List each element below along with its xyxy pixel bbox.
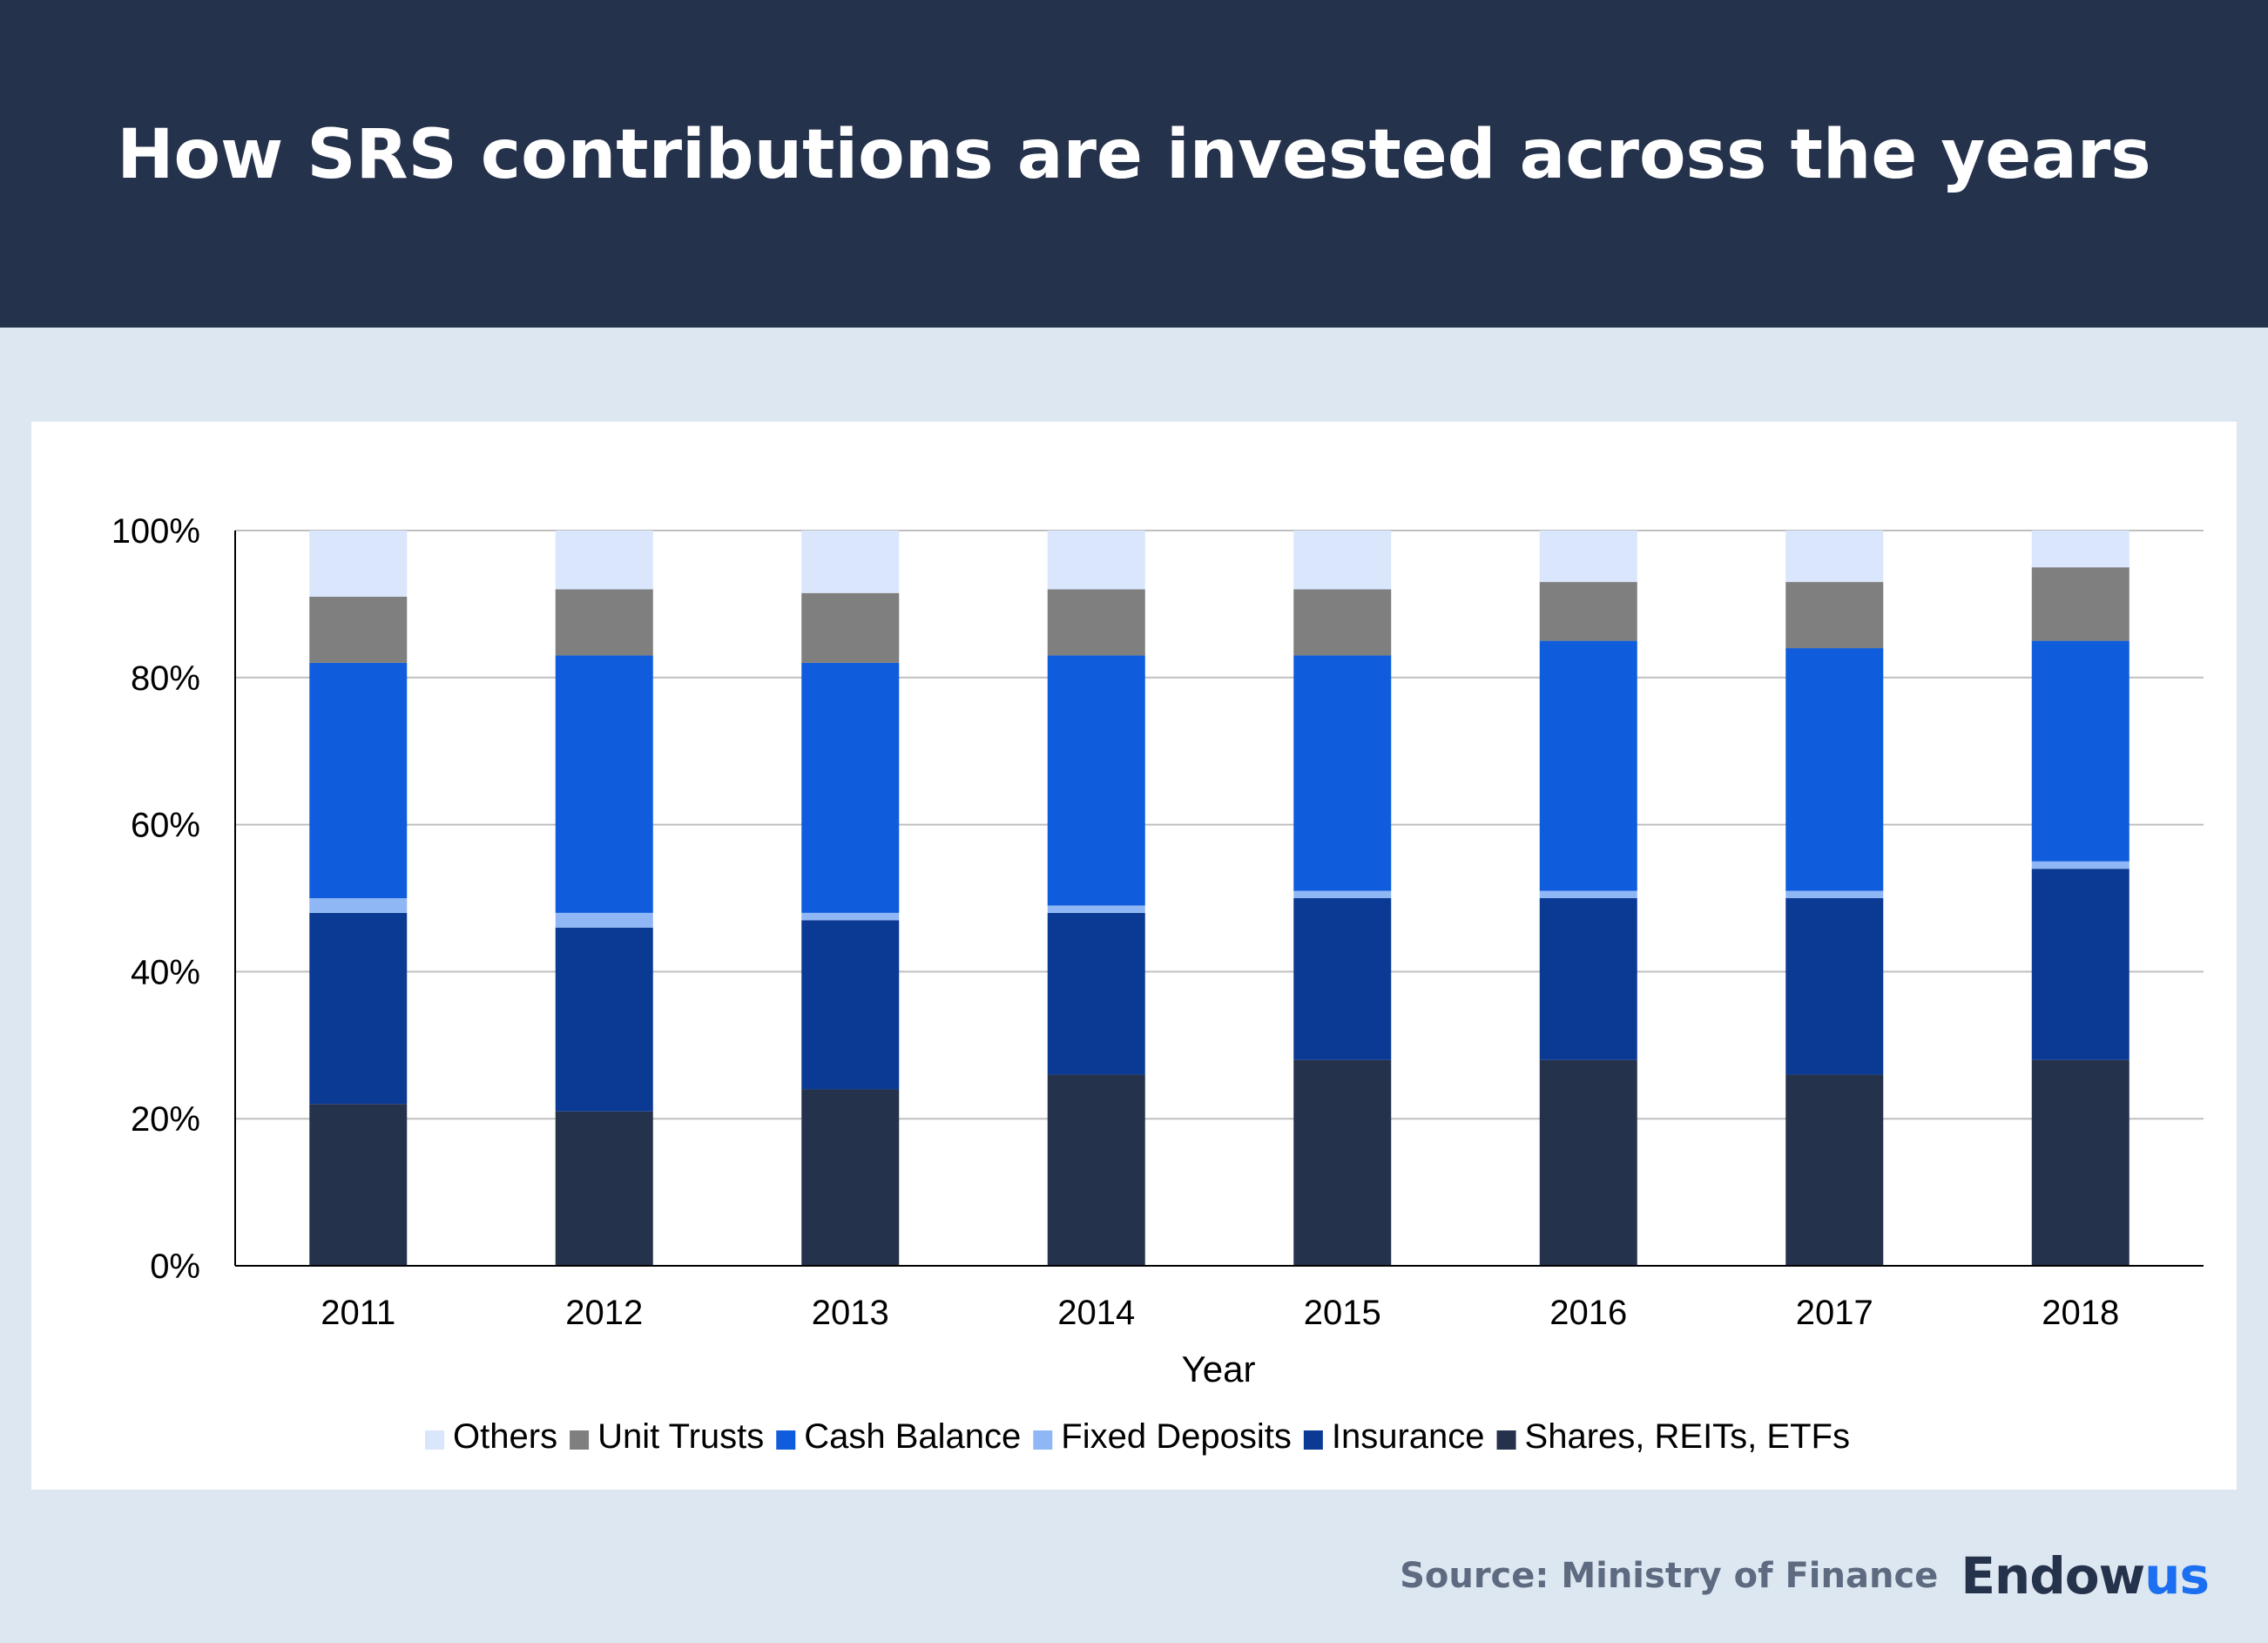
bar-segment-cash-balance-2014: [1047, 655, 1145, 906]
bar-segment-insurance-2016: [1539, 898, 1637, 1060]
legend-item: Insurance: [1303, 1417, 1485, 1456]
x-tick-label: 2018: [2042, 1294, 2119, 1332]
bar-segment-unit-trusts-2013: [801, 592, 900, 663]
bar-segment-unit-trusts-2014: [1047, 589, 1145, 656]
bar-segment-others-2016: [1539, 531, 1637, 583]
y-tick-label: 0%: [150, 1247, 200, 1286]
y-tick-label: 40%: [131, 953, 200, 991]
bar-segment-shares-reits-etfs-2014: [1047, 1074, 1145, 1266]
source-credit: Source: Ministry of Finance: [1400, 1556, 1939, 1596]
x-tick-label: 2013: [812, 1294, 889, 1332]
x-tick-label: 2017: [1796, 1294, 1873, 1332]
bar-segment-unit-trusts-2015: [1293, 589, 1392, 656]
bar-segment-cash-balance-2016: [1539, 640, 1637, 891]
bar-segment-shares-reits-etfs-2018: [2031, 1059, 2130, 1266]
legend-item: Unit Trusts: [570, 1417, 764, 1456]
legend-swatch: [776, 1430, 796, 1450]
bar-segment-insurance-2018: [2031, 869, 2130, 1060]
bar-segment-shares-reits-etfs-2011: [309, 1104, 408, 1266]
bar-segment-fixed-deposits-2016: [1539, 890, 1637, 898]
bar-segment-insurance-2012: [555, 927, 653, 1112]
bar-segment-shares-reits-etfs-2016: [1539, 1059, 1637, 1266]
logo-text-accent: us: [2144, 1546, 2210, 1606]
bar-segment-others-2017: [1785, 531, 1884, 583]
y-tick-label: 80%: [131, 659, 200, 698]
bar-segment-insurance-2015: [1293, 898, 1392, 1060]
bar-segment-insurance-2013: [801, 920, 900, 1090]
bar-segment-others-2014: [1047, 531, 1145, 590]
bar-segment-unit-trusts-2016: [1539, 582, 1637, 641]
bar-segment-cash-balance-2013: [801, 662, 900, 913]
legend-label: Fixed Deposits: [1061, 1417, 1292, 1456]
bar-segment-unit-trusts-2018: [2031, 567, 2130, 641]
header-banner: How SRS contributions are invested acros…: [0, 0, 2268, 328]
bar-segment-fixed-deposits-2014: [1047, 905, 1145, 913]
bar-segment-cash-balance-2011: [309, 662, 408, 898]
chart-card: Year 0% 20% 40% 60% 80% 100% 2011 2012 2013 2014 2…: [31, 422, 2237, 1490]
legend-item: Others: [425, 1417, 557, 1456]
legend-label: Shares, REITs, ETFs: [1525, 1417, 1850, 1456]
bar-segment-cash-balance-2018: [2031, 640, 2130, 862]
legend-swatch: [1496, 1430, 1516, 1450]
bar-segment-shares-reits-etfs-2013: [801, 1089, 900, 1266]
x-tick-label: 2011: [321, 1294, 395, 1332]
x-tick-label: 2012: [565, 1294, 643, 1332]
bar-segment-fixed-deposits-2015: [1293, 890, 1392, 898]
x-tick-label: 2015: [1304, 1294, 1381, 1332]
bar-segment-unit-trusts-2017: [1785, 582, 1884, 649]
bar-segment-fixed-deposits-2017: [1785, 890, 1884, 898]
bar-segment-shares-reits-etfs-2017: [1785, 1074, 1884, 1266]
bar-segment-shares-reits-etfs-2015: [1293, 1059, 1392, 1266]
legend-item: Fixed Deposits: [1033, 1417, 1292, 1456]
legend-item: Cash Balance: [776, 1417, 1021, 1456]
bar-segment-fixed-deposits-2012: [555, 912, 653, 928]
x-axis-title: Year: [1182, 1349, 1256, 1389]
legend-label: Unit Trusts: [597, 1417, 764, 1456]
bar-segment-unit-trusts-2011: [309, 596, 408, 663]
y-tick-label: 60%: [131, 807, 200, 845]
bar-segment-others-2012: [555, 531, 653, 590]
bar-segment-others-2011: [309, 531, 408, 597]
footer: Source: Ministry of Finance Endowus: [1400, 1545, 2210, 1606]
bar-segment-others-2018: [2031, 531, 2130, 568]
y-tick-label: 20%: [131, 1100, 200, 1139]
bar-segment-fixed-deposits-2018: [2031, 861, 2130, 869]
legend-swatch: [425, 1430, 445, 1450]
bar-segment-cash-balance-2012: [555, 655, 653, 913]
bar-segment-insurance-2017: [1785, 898, 1884, 1075]
bar-segment-fixed-deposits-2013: [801, 912, 900, 921]
bar-segment-others-2015: [1293, 531, 1392, 590]
y-tick-label: 100%: [111, 512, 200, 551]
legend-swatch: [1303, 1430, 1323, 1450]
bar-segment-cash-balance-2017: [1785, 648, 1884, 891]
x-tick-label: 2016: [1549, 1294, 1627, 1332]
page-title: How SRS contributions are invested acros…: [117, 116, 2151, 194]
legend-item: Shares, REITs, ETFs: [1496, 1417, 1850, 1456]
stacked-bar-chart: Year 0% 20% 40% 60% 80% 100% 2011 2012 2013 2014 2…: [111, 512, 2204, 1456]
bar-segment-insurance-2014: [1047, 912, 1145, 1075]
legend-swatch: [570, 1430, 590, 1450]
bar-segment-fixed-deposits-2011: [309, 898, 408, 913]
legend-swatch: [1033, 1430, 1053, 1450]
endowus-logo: Endowus: [1961, 1546, 2210, 1606]
legend-label: Others: [453, 1417, 557, 1456]
bar-segment-cash-balance-2015: [1293, 655, 1392, 891]
legend-label: Cash Balance: [804, 1417, 1021, 1456]
bar-segment-insurance-2011: [309, 912, 408, 1105]
logo-text-main: Endow: [1961, 1546, 2145, 1606]
bar-segment-shares-reits-etfs-2012: [555, 1111, 653, 1266]
bar-segment-others-2013: [801, 531, 900, 593]
bar-segment-unit-trusts-2012: [555, 589, 653, 656]
x-tick-label: 2014: [1057, 1294, 1135, 1332]
legend-label: Insurance: [1332, 1417, 1485, 1456]
